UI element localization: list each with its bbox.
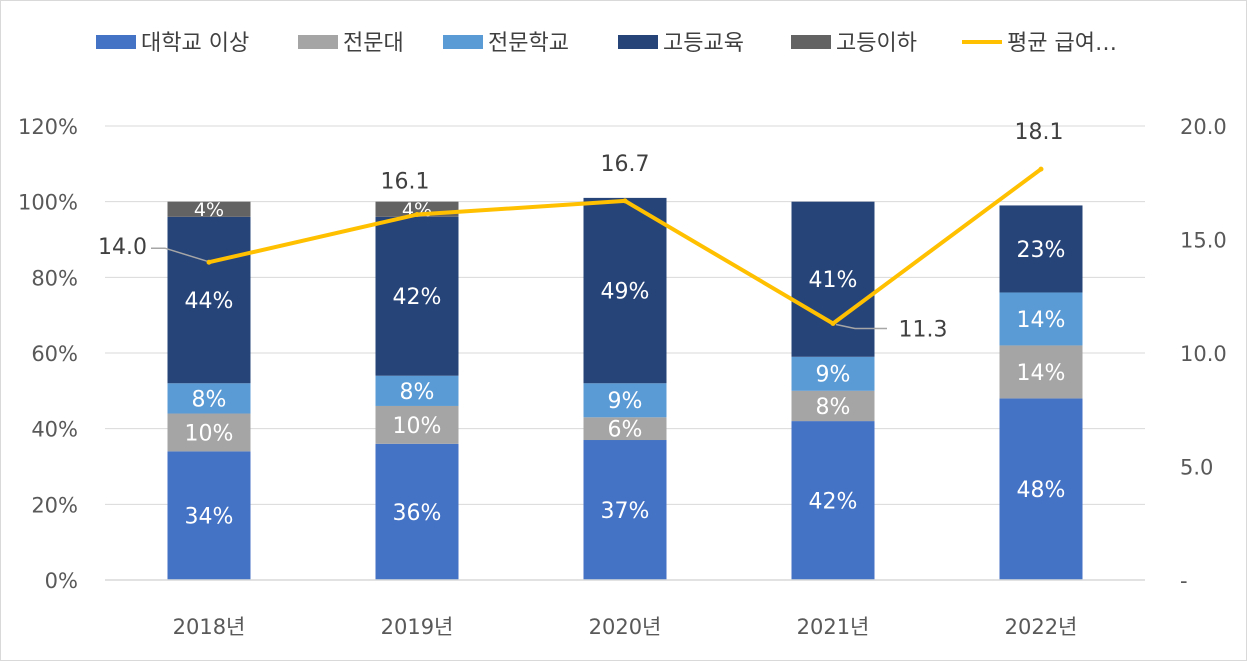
bar-data-label: 44% [185, 289, 234, 314]
bar-segment [791, 390, 875, 422]
bar-data-label: 34% [185, 505, 234, 530]
left-tick-label: 0% [45, 569, 78, 593]
bar-data-label: 42% [809, 489, 858, 514]
legend-label: 대학교 이상 [141, 31, 249, 56]
x-tick-label: 2018년 [173, 615, 246, 639]
bar-segment [999, 292, 1083, 346]
right-tick-label: 15.0 [1180, 229, 1227, 253]
left-tick-label: 80% [31, 266, 78, 290]
legend-swatch [618, 35, 658, 49]
bar-data-label: 10% [185, 421, 234, 446]
legend-label: 전문대 [343, 31, 404, 56]
line-data-label: 18.1 [1015, 120, 1064, 145]
bar-segment [583, 417, 667, 441]
bar-segment [999, 205, 1083, 293]
bar-segment [583, 197, 667, 384]
right-tick-label: 10.0 [1180, 342, 1227, 366]
line-point [830, 320, 836, 326]
left-tick-label: 60% [31, 342, 78, 366]
legend-swatch [96, 35, 136, 49]
bar-data-label: 36% [393, 501, 442, 526]
line-label-leader [835, 323, 887, 330]
bar-segment [167, 413, 251, 452]
x-tick-label: 2021년 [797, 615, 870, 639]
x-tick-label: 2019년 [381, 615, 454, 639]
bar-segment [791, 201, 875, 357]
bar-data-label: 9% [816, 363, 851, 388]
bar-data-label: 49% [601, 279, 650, 304]
line-data-label: 16.1 [381, 170, 430, 195]
bar-segment [167, 216, 251, 384]
bar-segment [583, 383, 667, 418]
left-axis: 0% 20% 40% 60% 80% 100% 120% [18, 115, 78, 593]
x-tick-label: 2020년 [589, 615, 662, 639]
legend-label: 전문학교 [488, 31, 569, 56]
right-tick-label: - [1180, 569, 1188, 593]
bar-segment [375, 216, 459, 376]
bar-data-label: 14% [1017, 361, 1066, 386]
line-label-leader [151, 247, 208, 262]
bar-data-label: 37% [601, 499, 650, 524]
bar-segment [167, 451, 251, 580]
bar-segment [375, 443, 459, 580]
x-axis: 2018년 2019년 2020년 2021년 2022년 [105, 579, 1145, 639]
left-tick-label: 100% [18, 191, 78, 215]
bar-data-label: 8% [400, 380, 435, 405]
line-point [1038, 166, 1044, 172]
line-data-label: 16.7 [601, 152, 650, 177]
bar-segment [375, 375, 459, 406]
right-tick-label: 20.0 [1180, 115, 1227, 139]
legend-swatch [443, 35, 483, 49]
bar-data-label: 8% [816, 395, 851, 420]
bar-data-label: 23% [1017, 238, 1066, 263]
bar-segment [167, 201, 251, 217]
legend-swatch [791, 35, 831, 49]
bar-data-label: 6% [608, 418, 643, 443]
bar-segment [375, 405, 459, 444]
line-series: 14.0 16.1 16.7 11.3 18.1 [98, 120, 1063, 342]
left-tick-label: 20% [31, 493, 78, 517]
line-point [414, 212, 420, 218]
left-tick-label: 120% [18, 115, 78, 139]
legend-label: 고등이하 [836, 31, 917, 56]
line-point [206, 259, 212, 265]
bar-segment [999, 398, 1083, 580]
bar-data-label: 10% [393, 414, 442, 439]
right-axis: - 5.0 10.0 15.0 20.0 [1180, 115, 1227, 593]
bar-data-label: 4% [194, 199, 224, 221]
bar-segment [583, 440, 667, 580]
legend-swatch [298, 35, 338, 49]
legend-label: 평균 급여… [1007, 31, 1117, 56]
legend-label: 고등교육 [663, 31, 744, 56]
bar-data-label: 8% [192, 387, 227, 412]
bar-segment [791, 356, 875, 391]
bar-segment [167, 383, 251, 414]
bar-data-label: 14% [1017, 308, 1066, 333]
line-point [622, 198, 628, 204]
bar-data-label: 41% [809, 268, 858, 293]
bars: 34%10%8%44%4%36%10%8%42%4%37%6%9%49%42%8… [167, 197, 1083, 580]
right-tick-label: 5.0 [1180, 456, 1213, 480]
line-data-label: 11.3 [899, 317, 948, 342]
bar-segment [999, 345, 1083, 399]
legend: 대학교 이상 전문대 전문학교 고등교육 고등이하 평균 급여… [96, 31, 1117, 56]
line-data-label: 14.0 [98, 235, 147, 260]
bar-data-label: 42% [393, 285, 442, 310]
bar-segment [791, 421, 875, 580]
x-tick-label: 2022년 [1005, 615, 1078, 639]
bar-data-label: 9% [608, 389, 643, 414]
bar-data-label: 48% [1017, 478, 1066, 503]
left-tick-label: 40% [31, 418, 78, 442]
